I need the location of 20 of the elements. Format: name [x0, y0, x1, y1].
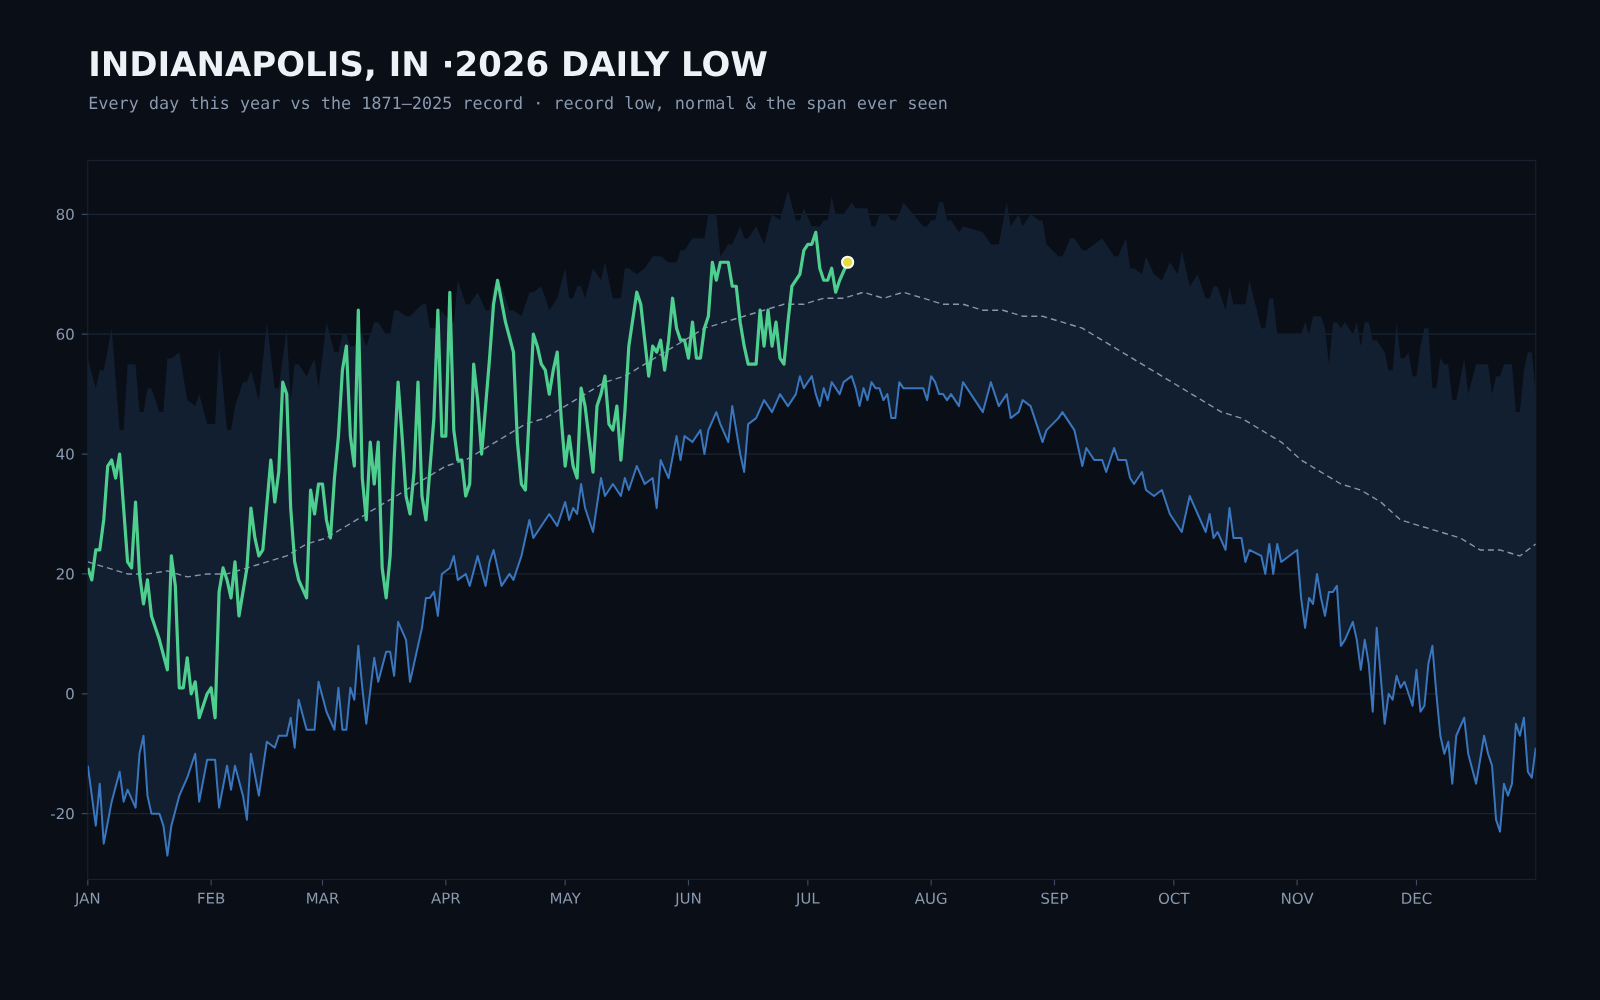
- y-tick-label: 20: [56, 568, 74, 580]
- x-tick-label: JAN: [74, 892, 100, 907]
- x-tick-label: MAY: [551, 892, 581, 904]
- y-tick-label: 80: [56, 208, 74, 220]
- x-tick-label: NOV: [1282, 892, 1314, 904]
- x-tick-label: FEB: [198, 892, 225, 904]
- x-tick-label: MAR: [307, 892, 339, 904]
- y-tick-label: 60: [56, 328, 74, 340]
- x-tick-label: DEC: [1402, 892, 1432, 904]
- chart-subtitle: Every day this year vs the 1871–2025 record · record low, normal & the span ever seen: [89, 96, 947, 113]
- x-tick-label: SEP: [1041, 892, 1068, 904]
- x-tick-label: JUN: [674, 892, 701, 907]
- x-tick-label: OCT: [1158, 892, 1190, 904]
- x-tick-label: JUL: [795, 892, 820, 907]
- y-tick-label: 0: [66, 688, 74, 700]
- y-tick-label: 40: [56, 448, 74, 460]
- x-tick-label: AUG: [914, 892, 947, 904]
- y-tick-label: -20: [50, 807, 74, 820]
- x-tick-label: APR: [431, 892, 461, 904]
- chart-title: INDIANAPOLIS, IN ·2026 DAILY LOW: [91, 50, 767, 81]
